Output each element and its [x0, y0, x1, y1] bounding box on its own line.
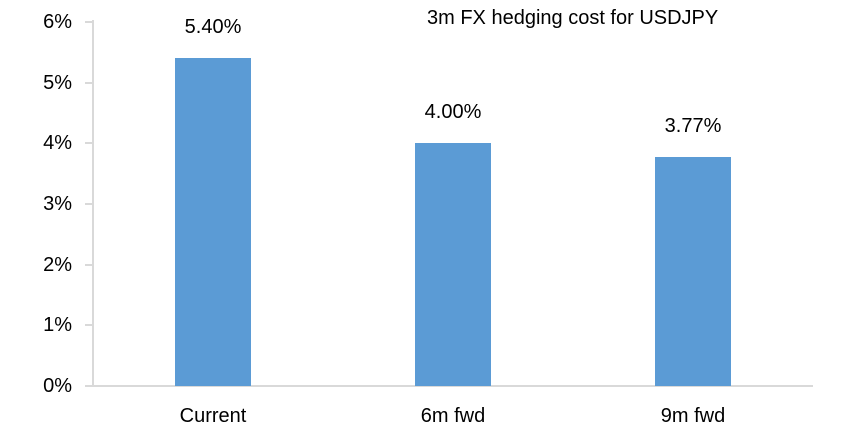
chart-title: 3m FX hedging cost for USDJPY	[427, 7, 719, 29]
y-axis-label: 6%	[43, 11, 72, 33]
y-axis-label: 1%	[43, 314, 72, 337]
y-axis-tick	[85, 385, 93, 387]
x-axis-label: 9m fwd	[660, 405, 726, 427]
bar-value-label: 3.77%	[664, 115, 722, 138]
bar	[415, 143, 491, 386]
y-axis-line	[92, 20, 94, 387]
y-axis-label: 4%	[43, 132, 72, 155]
y-axis-label: 2%	[43, 253, 72, 276]
y-axis-tick	[85, 81, 93, 84]
bar-value-label: 5.40%	[184, 16, 242, 39]
bar	[175, 58, 251, 386]
y-axis-tick	[85, 203, 93, 205]
y-axis-tick	[85, 21, 93, 23]
y-axis-label: 3%	[43, 193, 72, 215]
y-axis-tick	[85, 263, 93, 266]
y-axis-label: 0%	[43, 375, 72, 397]
y-axis-tick	[85, 324, 93, 327]
bar	[655, 157, 731, 386]
x-axis-line	[93, 385, 813, 387]
y-axis-tick	[85, 142, 93, 145]
y-axis-label: 5%	[43, 71, 72, 94]
x-axis-label: Current	[179, 405, 247, 427]
bar-value-label: 4.00%	[424, 101, 482, 124]
x-axis-label: 6m fwd	[420, 405, 486, 427]
